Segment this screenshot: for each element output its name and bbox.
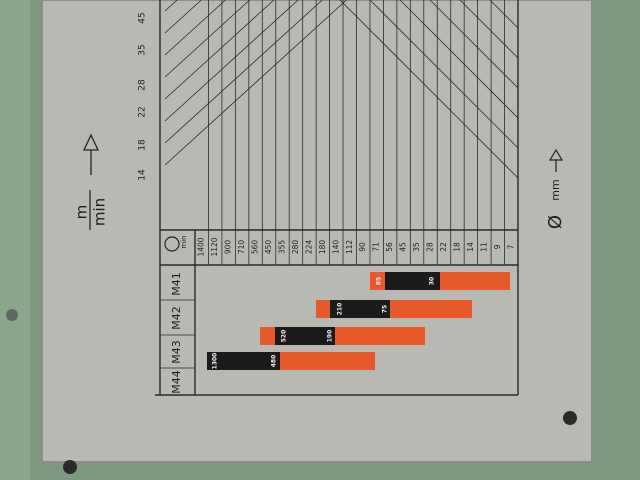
rpm-value: 1400	[197, 237, 206, 256]
speed-range-bar	[370, 272, 385, 290]
rpm-value: 280	[291, 240, 300, 255]
gear-label: M43	[170, 340, 183, 364]
screw	[6, 309, 18, 321]
diagonal	[164, 0, 275, 100]
speed-range-bar	[260, 327, 275, 345]
speed-range-bar	[280, 352, 375, 370]
rpm-value: 450	[264, 240, 273, 255]
rpm-unit: min	[180, 235, 188, 248]
diagonal	[489, 0, 519, 29]
rpm-value: 355	[277, 240, 286, 255]
rpm-value: 560	[251, 240, 260, 255]
speed-range-bar	[275, 327, 335, 345]
rpm-value: 18	[452, 242, 461, 252]
speed-label: 45	[138, 12, 148, 23]
speed-label: 28	[138, 79, 148, 91]
range-start: 520	[281, 330, 288, 343]
diagonal	[164, 0, 202, 34]
range-start: 210	[337, 303, 344, 316]
diameter-unit: mm	[549, 179, 562, 200]
speed-unit-top: m	[73, 205, 91, 220]
speed-label: 22	[138, 106, 148, 117]
range-start: 1300	[212, 353, 219, 370]
rpm-value: 9	[493, 244, 502, 249]
speed-range-bar	[390, 300, 472, 318]
speed-range-bar	[330, 300, 390, 318]
speed-unit-bottom: min	[91, 198, 109, 226]
speed-range-bar	[335, 327, 425, 345]
rpm-value: 71	[372, 242, 381, 252]
range-end: 480	[271, 355, 278, 368]
rpm-value: 11	[479, 242, 488, 252]
gear-label: M41	[170, 272, 183, 296]
rpm-value: 1120	[210, 237, 219, 256]
rpm-value: 7	[506, 244, 515, 249]
speed-range-bar	[316, 300, 330, 318]
plate	[42, 0, 592, 462]
speed-range-bar	[207, 352, 280, 370]
rpm-value: 14	[466, 242, 475, 252]
range-end: 190	[327, 330, 334, 343]
machine-edge	[0, 0, 30, 480]
diagonal	[164, 0, 178, 12]
diagonal	[369, 0, 519, 149]
rpm-value: 45	[399, 242, 408, 252]
rpm-value: 710	[237, 240, 246, 255]
diagonal	[459, 0, 519, 59]
gear-label: M42	[170, 306, 183, 330]
table-frame	[155, 0, 519, 396]
rpm-value: 22	[439, 242, 448, 252]
diagonal	[164, 0, 323, 144]
range-end: 75	[382, 305, 389, 313]
rpm-value: 35	[412, 242, 421, 252]
rpm-value: 224	[304, 240, 313, 255]
diameter-symbol: Ø	[545, 215, 566, 229]
speed-label: 18	[138, 139, 148, 151]
plate-edge	[41, 0, 593, 463]
range-end: 30	[429, 277, 436, 285]
rpm-icon	[164, 236, 180, 252]
arrow	[82, 133, 100, 175]
diagonal	[399, 0, 519, 119]
screw	[63, 460, 77, 474]
rpm-value: 900	[224, 240, 233, 255]
rpm-value: 180	[318, 240, 327, 255]
range-start: 85	[376, 277, 383, 285]
rpm-value: 112	[345, 240, 354, 255]
speed-label: 35	[138, 44, 148, 55]
rpm-value: 90	[358, 242, 367, 252]
gear-label: M44	[170, 370, 183, 394]
diagonal	[429, 0, 519, 89]
screw	[563, 411, 577, 425]
speed-range-bar	[385, 272, 440, 290]
speed-label: 14	[138, 169, 148, 181]
arrow	[548, 148, 564, 172]
rpm-value: 28	[426, 242, 435, 252]
diagonal	[164, 0, 226, 56]
rpm-value: 140	[331, 240, 340, 255]
rpm-value: 56	[385, 242, 394, 252]
speed-range-bar	[440, 272, 510, 290]
